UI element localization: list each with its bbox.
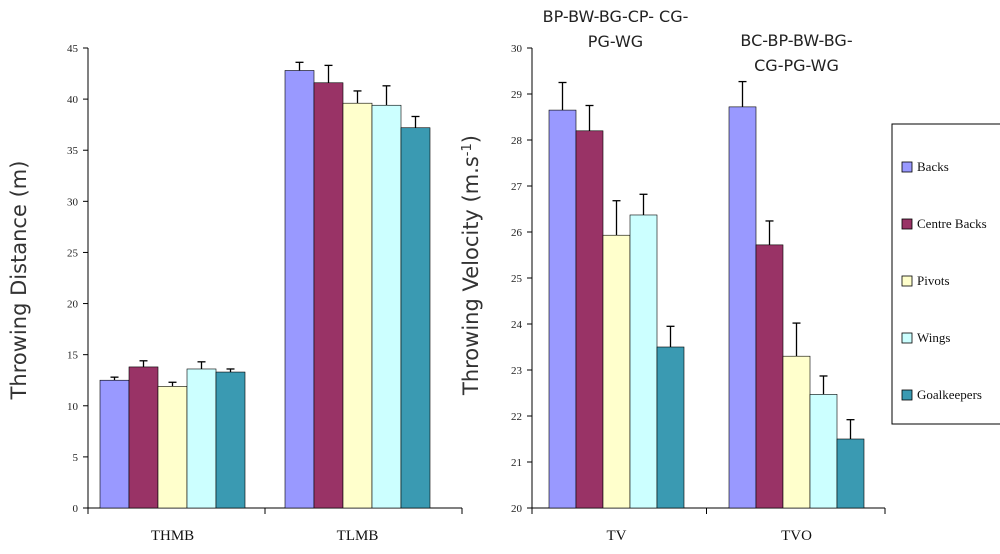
y-tick-label: 15	[67, 350, 79, 362]
y-axis-title-end: )	[459, 135, 483, 143]
x-tick-label-tv: TV	[607, 528, 627, 544]
y-tick-label: 21	[511, 457, 522, 469]
bar-tv-backs	[548, 109, 577, 509]
y-tick-label: 25	[511, 273, 523, 285]
y-tick-label: 22	[511, 411, 522, 423]
annotation-tvo: CG-PG-WG	[754, 56, 839, 75]
annotation-tv: PG-WG	[588, 32, 643, 51]
y-axis-title-superscript: -1	[460, 143, 475, 156]
legend-box	[891, 123, 1000, 425]
bar-tv-centre-backs	[575, 130, 604, 509]
bar-tlmb-backs	[284, 70, 315, 509]
y-tick-label: 29	[511, 89, 523, 101]
bar-tvo-centre-backs	[755, 244, 784, 509]
bar-tlmb-goalkeepers	[400, 127, 431, 509]
x-tick-label-tvo: TVO	[781, 528, 812, 544]
bar-tvo-backs	[728, 106, 757, 509]
bar-tlmb-wings	[371, 104, 402, 509]
legend-swatch-centre-backs	[901, 218, 913, 230]
bar-thmb-pivots	[157, 386, 188, 509]
annotation-tvo: BC-BP-BW-BG-	[740, 31, 852, 50]
y-tick-label: 10	[67, 401, 79, 413]
annotation-tv: BP-BW-BG-CP- CG-	[543, 7, 689, 26]
y-tick-label: 30	[67, 196, 79, 208]
y-tick-label: 5	[73, 452, 79, 464]
bar-tv-pivots	[602, 234, 631, 509]
y-tick-label: 30	[511, 43, 523, 55]
legend-label-goalkeepers: Goalkeepers	[917, 387, 982, 402]
y-tick-label: 20	[67, 299, 79, 311]
y-tick-label: 27	[511, 181, 523, 193]
y-tick-label: 45	[67, 43, 79, 55]
bar-tvo-goalkeepers	[836, 438, 865, 509]
legend-label-pivots: Pivots	[917, 273, 950, 288]
bar-tv-wings	[629, 214, 658, 509]
bar-thmb-goalkeepers	[215, 371, 246, 509]
y-tick-label: 28	[511, 135, 523, 147]
bar-tvo-wings	[809, 394, 838, 509]
legend-swatch-pivots	[901, 275, 913, 287]
legend-label-wings: Wings	[917, 330, 950, 345]
y-tick-label: 0	[73, 503, 79, 515]
y-tick-label: 26	[511, 227, 523, 239]
bar-thmb-wings	[186, 368, 217, 509]
bar-tlmb-pivots	[342, 102, 373, 509]
bar-thmb-backs	[99, 379, 130, 509]
legend-swatch-wings	[901, 332, 913, 344]
x-tick-label-tlmb: TLMB	[337, 528, 379, 544]
y-tick-label: 35	[67, 145, 79, 157]
legend-swatch-backs	[901, 161, 913, 173]
bar-thmb-centre-backs	[128, 366, 159, 509]
legend-label-backs: Backs	[917, 159, 949, 174]
y-axis-title: Throwing Velocity (m.s-1)	[459, 135, 483, 396]
bar-tvo-pivots	[782, 355, 811, 509]
legend-label-centre-backs: Centre Backs	[917, 216, 987, 231]
bar-tlmb-centre-backs	[313, 82, 344, 509]
y-tick-label: 40	[67, 94, 79, 106]
legend: Backs Centre Backs Pivots Wings Goalkeepers	[891, 123, 1000, 425]
velocity-chart: 20 21 22 23 24 25 26 27 28 29 30 Throwing Velocity …	[459, 7, 886, 544]
y-tick-label: 24	[511, 319, 523, 331]
legend-swatch-goalkeepers	[901, 389, 913, 401]
y-tick-label: 25	[67, 247, 79, 259]
y-axis-title: Throwing Distance (m)	[7, 161, 31, 401]
y-tick-label: 23	[511, 365, 523, 377]
bar-tv-goalkeepers	[656, 346, 685, 509]
distance-chart: 0 5 10 15 20 25 30 35 40 45 Throwing Distance (m) T…	[7, 43, 463, 544]
x-tick-label-thmb: THMB	[151, 528, 194, 544]
y-tick-label: 20	[511, 503, 523, 515]
